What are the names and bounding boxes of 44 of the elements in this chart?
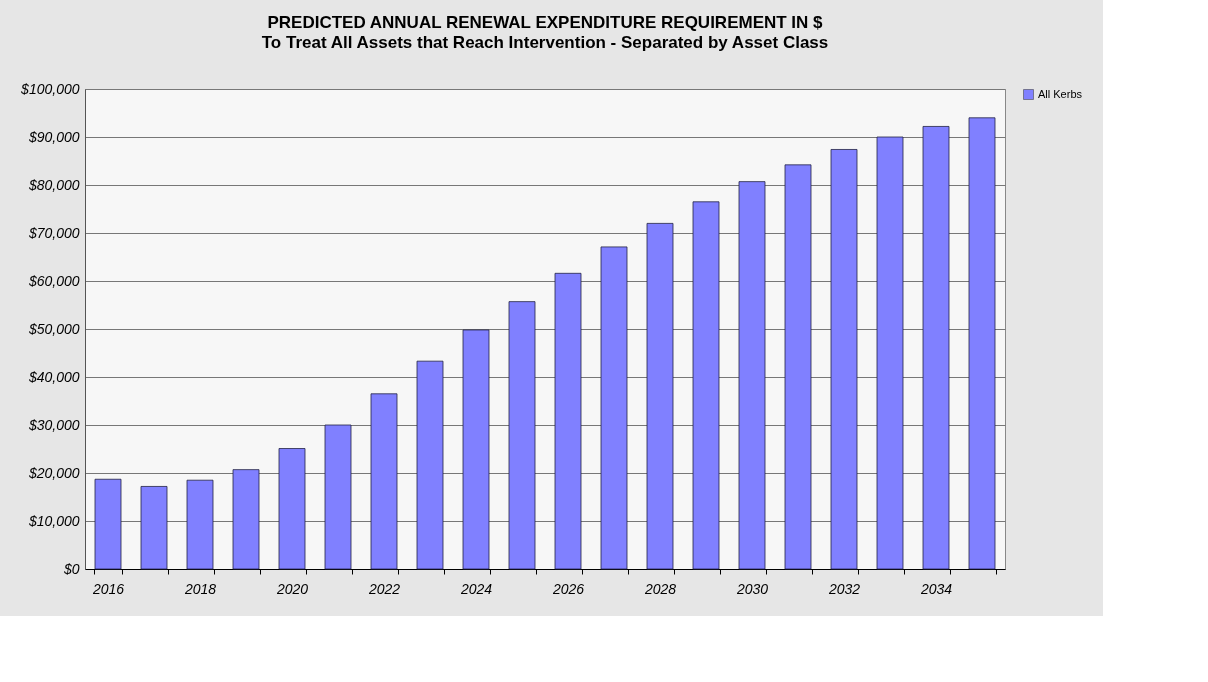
x-tick-label: 2034 bbox=[919, 580, 953, 597]
x-tick-label: 2018 bbox=[183, 580, 217, 597]
x-tick-label: 2022 bbox=[367, 580, 401, 597]
legend-label: All Kerbs bbox=[1038, 87, 1083, 100]
x-tick-label: 2026 bbox=[551, 580, 585, 597]
bar bbox=[278, 448, 306, 570]
y-tick-label: $50,000 bbox=[27, 320, 80, 337]
bar bbox=[370, 393, 398, 570]
bar bbox=[508, 301, 536, 570]
chart-subtitle: To Treat All Assets that Reach Intervention - Separated by Asset Class bbox=[261, 33, 829, 52]
bar bbox=[830, 149, 858, 570]
x-tick-label: 2028 bbox=[643, 580, 677, 597]
y-tick-label: $30,000 bbox=[27, 416, 80, 433]
x-tick-label: 2016 bbox=[91, 580, 125, 597]
bar bbox=[922, 126, 950, 570]
y-tick-label: $0 bbox=[62, 560, 80, 577]
bar bbox=[876, 136, 904, 570]
bar bbox=[738, 181, 766, 570]
chart-title: PREDICTED ANNUAL RENEWAL EXPENDITURE REQUIREMENT IN $ bbox=[267, 13, 824, 32]
y-tick-label: $20,000 bbox=[27, 464, 80, 481]
bar bbox=[462, 329, 490, 570]
x-tick-label: 2030 bbox=[735, 580, 769, 597]
y-tick-label: $10,000 bbox=[27, 512, 80, 529]
bar bbox=[324, 424, 352, 570]
x-tick-label: 2020 bbox=[275, 580, 309, 597]
bar bbox=[692, 201, 720, 570]
y-tick-label: $70,000 bbox=[27, 224, 80, 241]
bar bbox=[140, 486, 168, 570]
y-tick-label: $60,000 bbox=[27, 272, 80, 289]
y-tick-label: $90,000 bbox=[27, 128, 80, 145]
y-tick-label: $100,000 bbox=[20, 80, 80, 97]
x-tick-label: 2024 bbox=[459, 580, 493, 597]
y-tick-label: $80,000 bbox=[27, 176, 80, 193]
bar bbox=[784, 164, 812, 570]
bar bbox=[186, 479, 214, 570]
bar bbox=[646, 223, 674, 570]
bar bbox=[232, 469, 260, 570]
bar bbox=[554, 272, 582, 570]
bar bbox=[600, 246, 628, 570]
x-tick-label: 2032 bbox=[827, 580, 861, 597]
bar bbox=[94, 478, 122, 570]
y-tick-label: $40,000 bbox=[27, 368, 80, 385]
bar bbox=[968, 117, 996, 570]
bar bbox=[416, 360, 444, 570]
